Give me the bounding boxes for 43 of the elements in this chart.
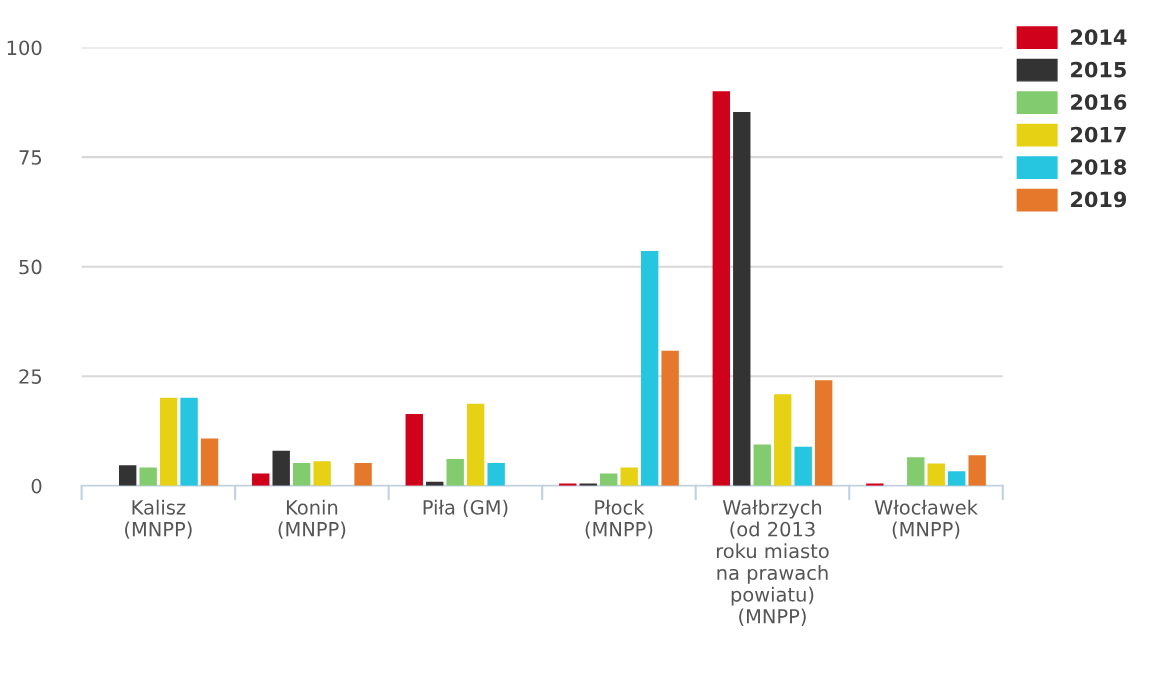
bar: [405, 413, 423, 486]
bar: [753, 444, 771, 486]
bar: [118, 465, 137, 486]
bar: [814, 380, 833, 486]
bar: [733, 111, 751, 486]
legend-label: 2014: [1071, 29, 1127, 46]
bar: [640, 250, 659, 486]
bar: [466, 403, 485, 486]
bar: [620, 467, 638, 486]
bar: [712, 91, 730, 486]
legend-label: 2015: [1071, 61, 1126, 78]
bar: [968, 455, 986, 486]
bar: [159, 397, 178, 486]
y-tick-label: 0: [31, 478, 42, 494]
bar: [907, 457, 925, 486]
legend-label: 2017: [1071, 126, 1126, 143]
y-tick-label: 50: [19, 259, 42, 275]
x-tick-label: Włocławek (MNPP): [874, 499, 978, 539]
x-tick-label: Kalisz (MNPP): [125, 499, 192, 539]
legend-label: 2018: [1071, 159, 1127, 175]
bar: [774, 394, 792, 486]
bar: [272, 450, 290, 486]
bar: [313, 461, 331, 486]
bar: [927, 463, 945, 486]
legend-label: 2016: [1071, 94, 1127, 110]
bar: [446, 459, 464, 486]
bar: [139, 467, 157, 486]
bar: [661, 350, 679, 486]
y-tick-label: 25: [19, 369, 42, 384]
bar: [354, 463, 372, 486]
legend-label: 2019: [1071, 191, 1127, 208]
bar: [292, 463, 311, 486]
bar: [200, 438, 219, 486]
x-tick-label: Płock (MNPP): [585, 499, 653, 539]
y-tick-label: 100: [7, 40, 42, 56]
x-tick-label: Wałbrzych (od 2013 roku miasto na prawach powiatu) (MNPP): [716, 499, 829, 626]
bar: [487, 463, 505, 486]
bar: [948, 471, 966, 486]
x-tick-label: Konin (MNPP): [278, 499, 346, 539]
y-tick-label: 75: [19, 150, 42, 165]
x-tick-label: Piła (GM): [423, 499, 508, 518]
bar: [180, 397, 198, 486]
bar: [794, 446, 812, 486]
